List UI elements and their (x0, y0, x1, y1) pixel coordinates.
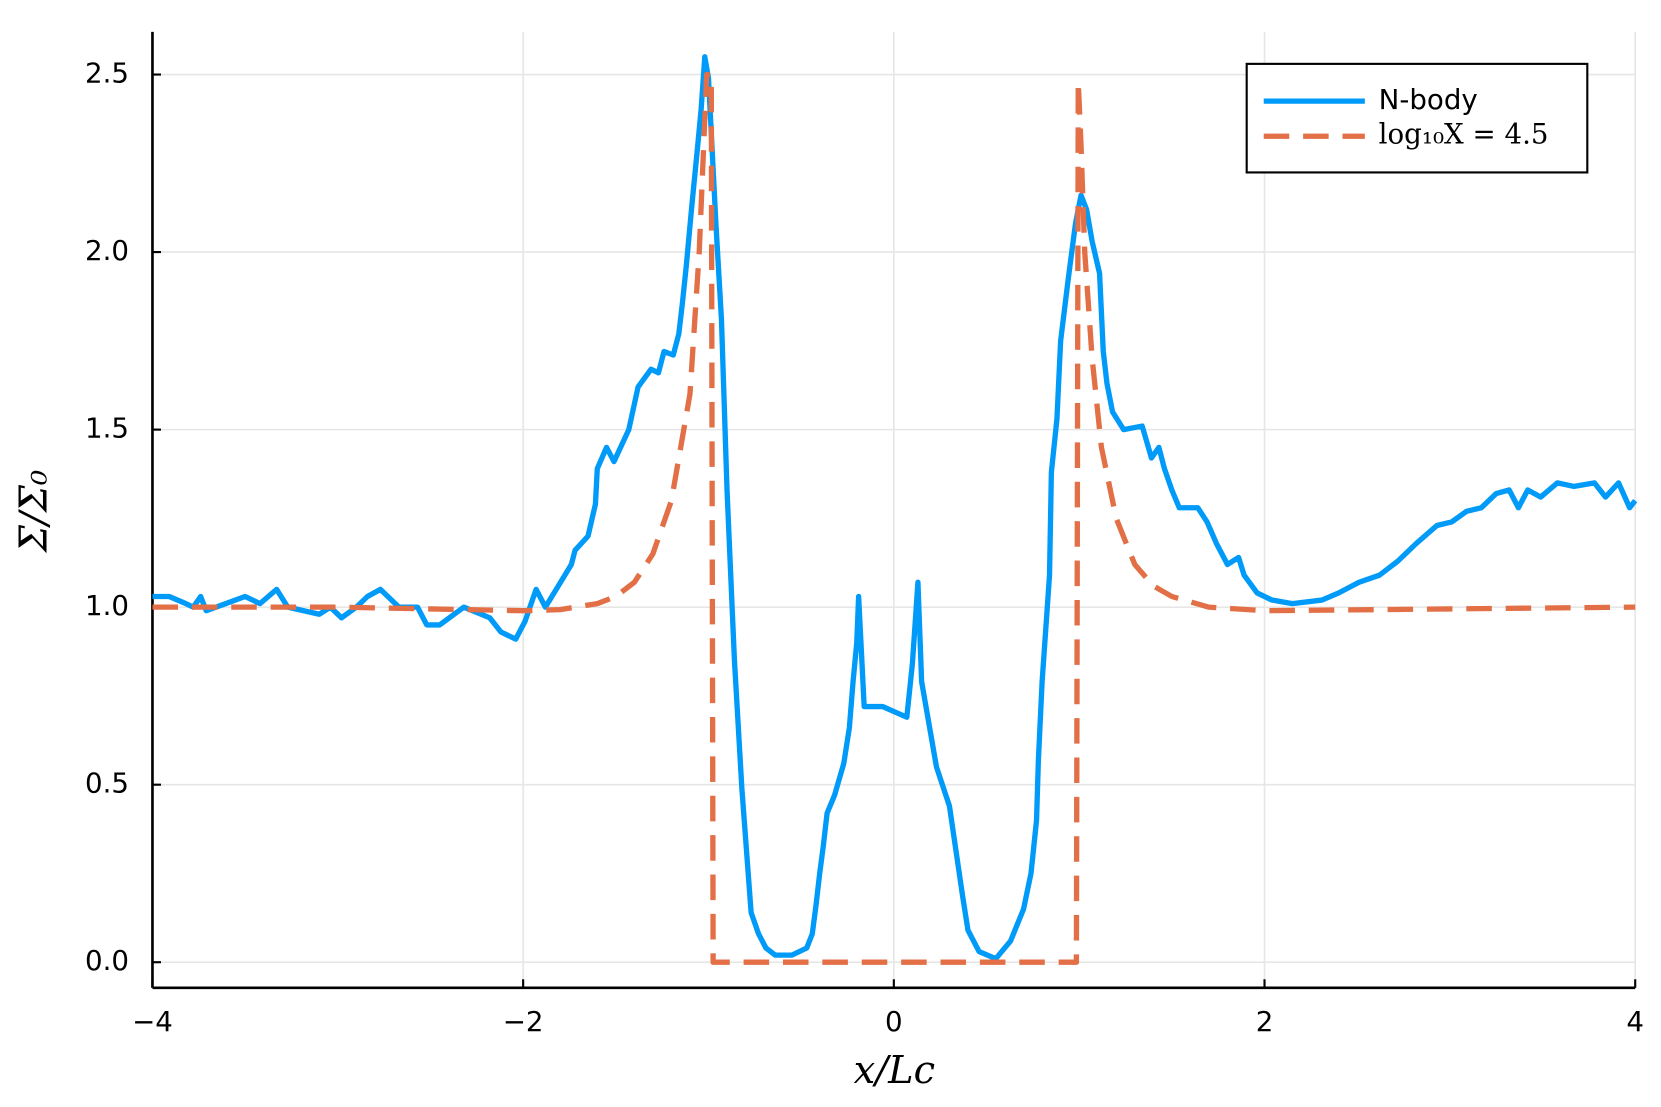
legend-label: N-body (1379, 83, 1478, 116)
series-line (152, 71, 1636, 965)
y-tick-label: 1.0 (85, 589, 129, 622)
x-tick-label: 4 (1626, 1005, 1644, 1038)
y-tick-label: 1.5 (85, 412, 129, 445)
y-axis-label: Σ/Σ₀ (11, 470, 56, 554)
x-axis-label: x/Lc (854, 1048, 935, 1093)
series-line (152, 54, 1638, 962)
y-tick-label: 0.0 (85, 944, 129, 977)
x-tick-label: 2 (1256, 1005, 1274, 1038)
legend-box (1245, 62, 1589, 174)
y-tick-label: 2.5 (85, 57, 129, 90)
x-tick-label: 0 (885, 1005, 903, 1038)
x-tick-label: −4 (132, 1005, 173, 1038)
legend-label: log₁₀X = 4.5 (1379, 118, 1549, 151)
x-tick-label: −2 (503, 1005, 544, 1038)
y-tick-label: 0.5 (85, 767, 129, 800)
y-tick-label: 2.0 (85, 234, 129, 267)
